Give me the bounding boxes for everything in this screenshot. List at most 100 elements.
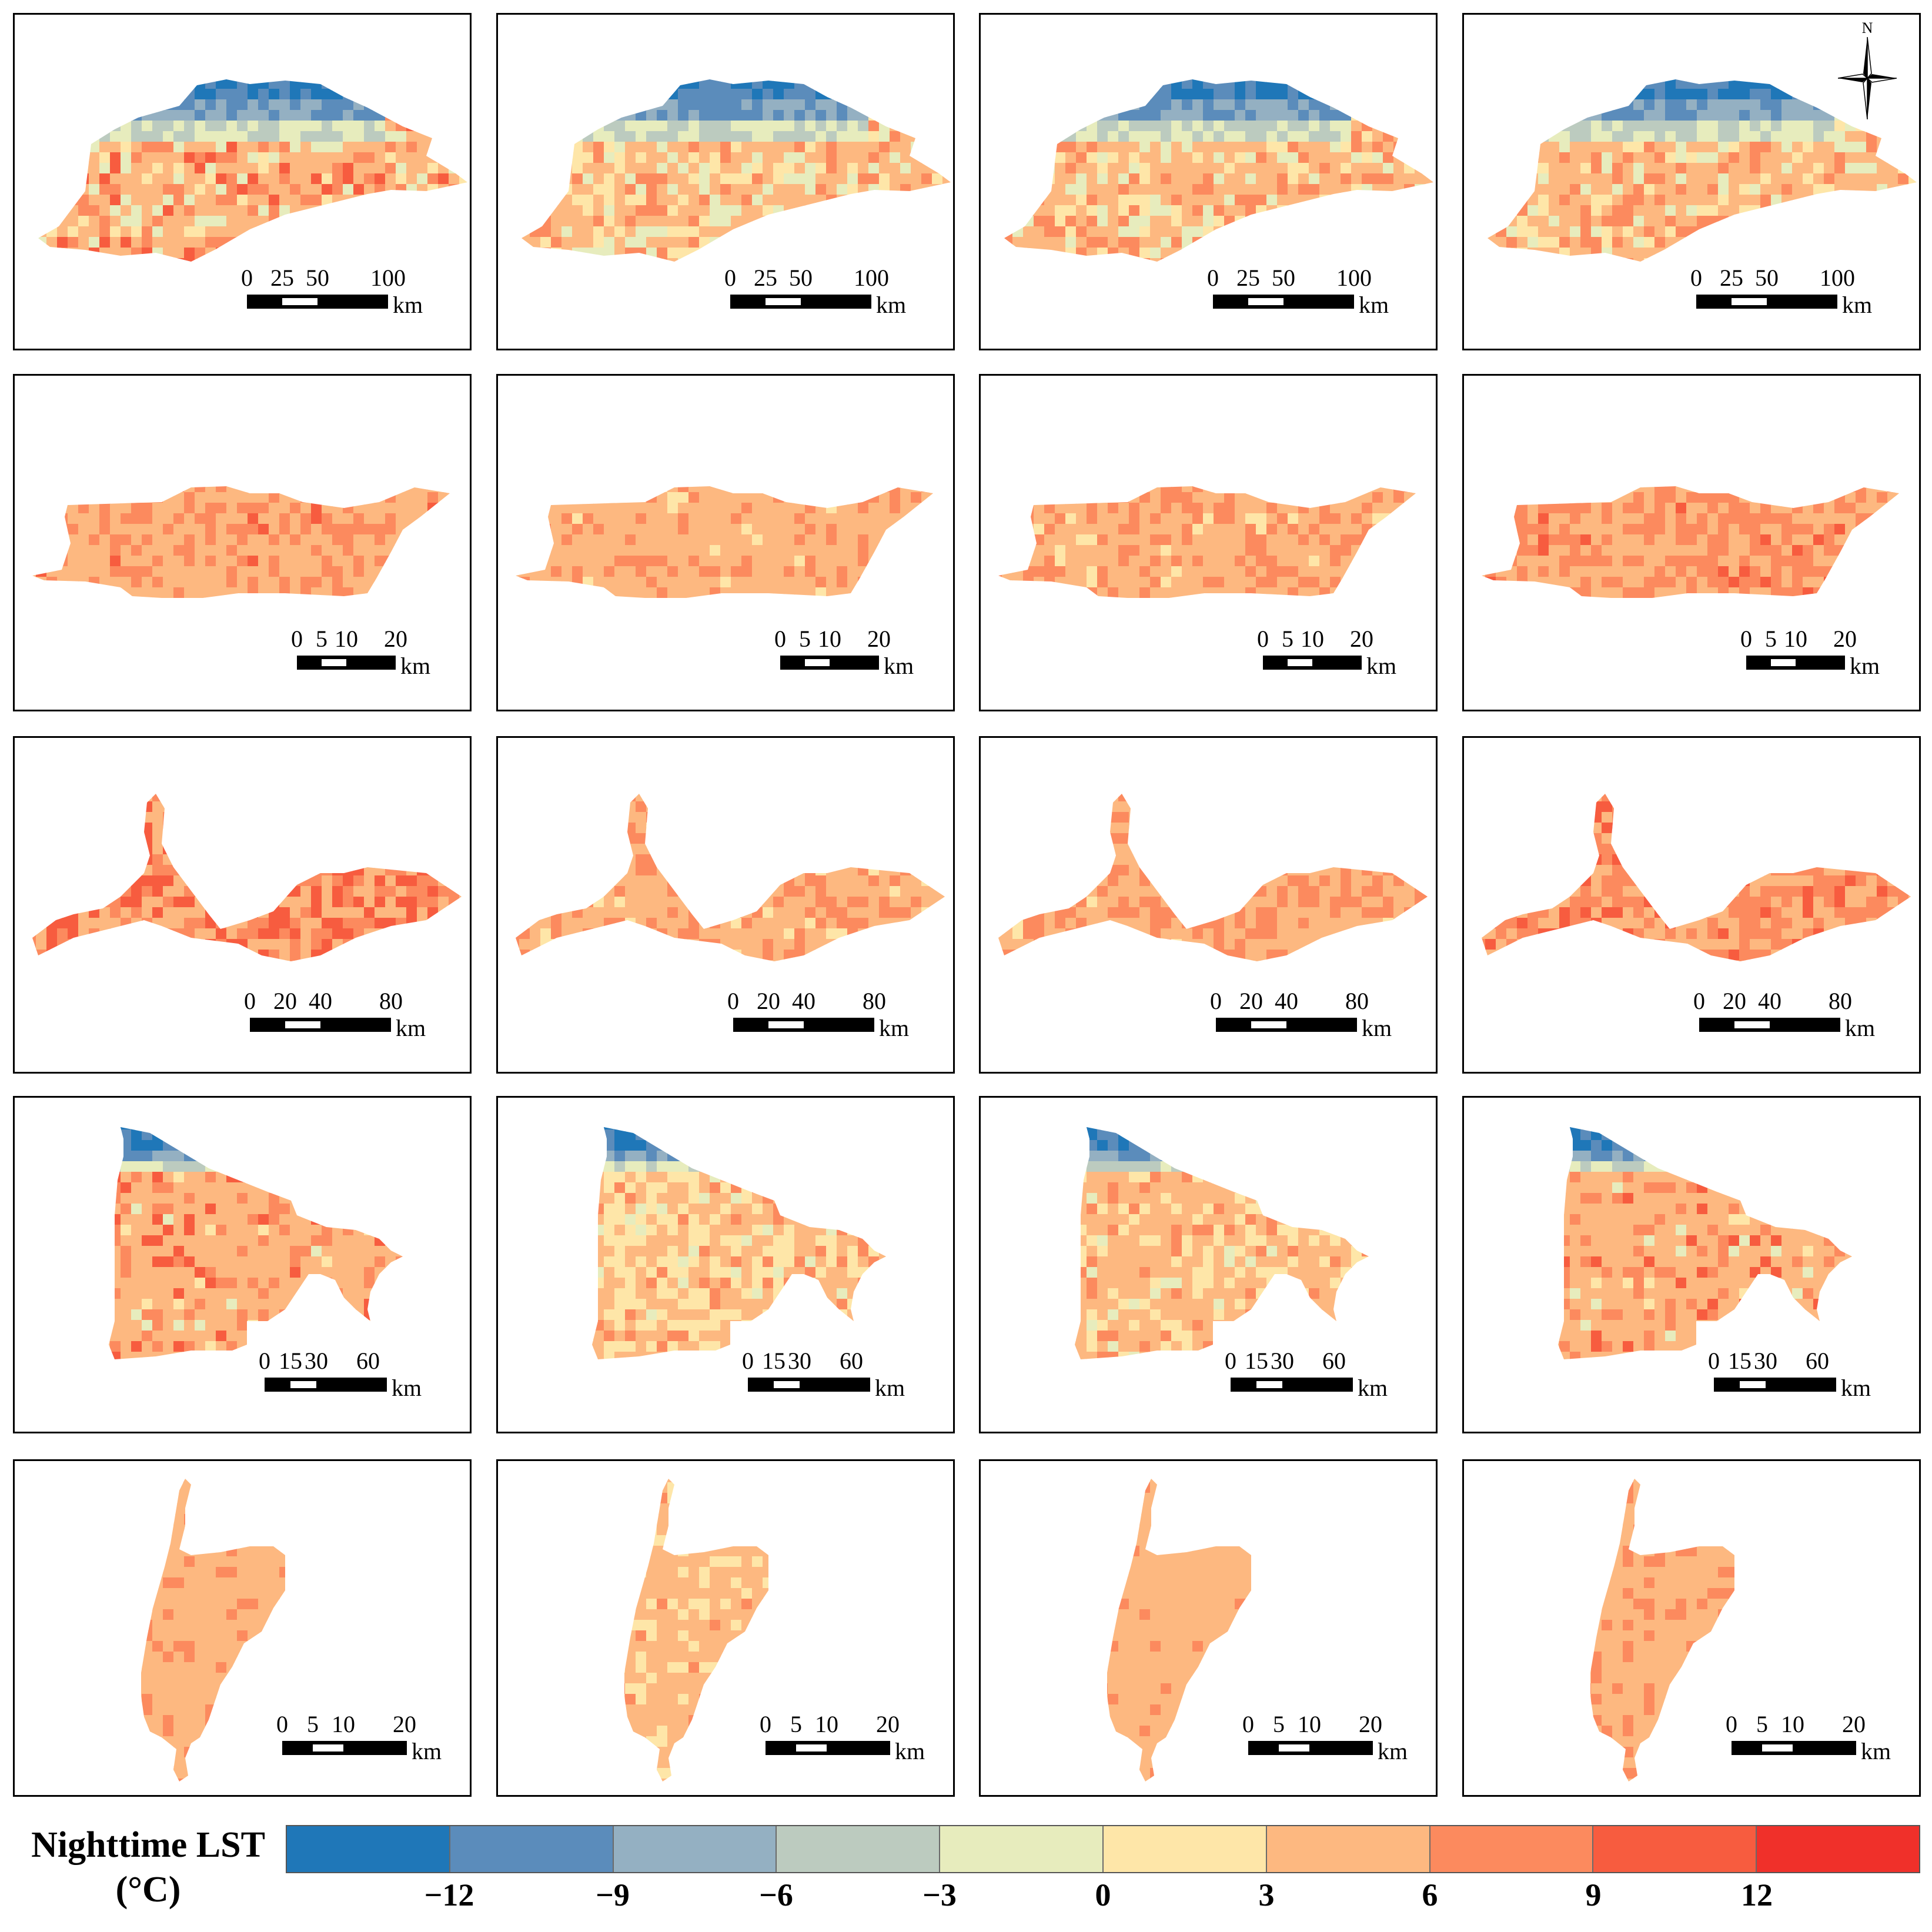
lst-cell <box>1729 184 1740 195</box>
lst-cell <box>879 110 890 121</box>
lst-cell <box>826 99 837 111</box>
lst-cell <box>46 311 58 322</box>
lst-cell <box>1760 131 1771 142</box>
lst-cell <box>1383 110 1394 121</box>
lst-cell <box>1362 237 1373 248</box>
lst-cell <box>142 300 153 312</box>
lst-cell <box>269 237 280 248</box>
lst-cell <box>932 110 943 121</box>
lst-cell <box>78 25 89 36</box>
lst-cell <box>1097 311 1108 322</box>
lst-cell <box>459 121 467 132</box>
lst-cell <box>121 248 132 259</box>
lst-cell <box>710 121 721 132</box>
lst-cell <box>509 110 520 121</box>
lst-cell <box>152 99 163 111</box>
lst-cell <box>1591 184 1602 195</box>
lst-cell <box>269 46 280 58</box>
lst-cell <box>710 300 721 312</box>
lst-cell <box>1266 25 1278 36</box>
lst-cell <box>1023 322 1034 333</box>
lst-cell <box>184 152 195 163</box>
lst-cell <box>1517 15 1528 26</box>
lst-cell <box>731 142 742 153</box>
lst-cell <box>1171 99 1182 111</box>
lst-cell <box>1527 46 1539 58</box>
lst-cell <box>1633 152 1644 163</box>
lst-cell <box>110 195 121 206</box>
lst-cell <box>1898 57 1909 68</box>
lst-cell <box>1351 343 1362 350</box>
lst-cell <box>1362 205 1373 216</box>
lst-cell <box>1393 131 1405 142</box>
lst-cell <box>991 121 1002 132</box>
lst-cell <box>1182 99 1193 111</box>
lst-cell <box>1415 121 1426 132</box>
lst-cell <box>646 15 657 26</box>
lst-cell <box>1245 248 1256 259</box>
lst-cell <box>1425 131 1433 142</box>
lst-cell <box>1351 46 1362 58</box>
lst-cell <box>1182 311 1193 322</box>
lst-cell <box>1002 25 1013 36</box>
lst-cell <box>15 343 26 350</box>
lst-cell <box>1044 68 1055 79</box>
lst-cell <box>1161 290 1172 301</box>
lst-cell <box>1055 237 1066 248</box>
lst-cell <box>1570 79 1581 89</box>
lst-cell <box>184 195 195 206</box>
lst-cell <box>1393 36 1405 47</box>
lst-cell <box>470 46 472 58</box>
lst-cell <box>509 248 520 259</box>
lst-cell <box>1781 173 1793 185</box>
lst-cell <box>1108 311 1119 322</box>
scale-tick-labels: 0 25 50 100 <box>724 264 889 291</box>
lst-cell <box>1654 110 1666 121</box>
lst-cell <box>1362 332 1373 343</box>
lst-cell <box>519 343 530 350</box>
lst-cell <box>1298 248 1309 259</box>
lst-cell <box>343 57 354 68</box>
lst-cell <box>25 25 36 36</box>
lst-cell <box>1654 68 1666 79</box>
lst-cell <box>688 195 700 206</box>
lst-cell <box>226 279 238 290</box>
lst-cell <box>427 184 439 195</box>
lst-cell <box>1203 79 1214 89</box>
lst-cell <box>805 173 816 185</box>
lst-cell <box>1055 46 1066 58</box>
lst-cell <box>1538 99 1549 111</box>
lst-cell <box>1182 57 1193 68</box>
lst-cell <box>741 184 753 195</box>
lst-cell <box>417 36 428 47</box>
lst-cell <box>1654 79 1666 89</box>
lst-cell <box>826 142 837 153</box>
lst-cell <box>1203 226 1214 238</box>
lst-cell <box>1266 46 1278 58</box>
lst-cell <box>1517 79 1528 89</box>
lst-cell <box>530 15 541 26</box>
lst-cell <box>300 152 312 163</box>
lst-cell <box>1034 57 1045 68</box>
lst-cell <box>773 131 784 142</box>
lst-cell <box>1527 68 1539 79</box>
lst-cell <box>604 226 615 238</box>
lst-cell <box>1351 226 1362 238</box>
lst-cell <box>1517 121 1528 132</box>
lst-cell <box>279 332 290 343</box>
lst-cell <box>1633 142 1644 153</box>
lst-cell <box>953 237 955 248</box>
lst-cell <box>1097 258 1108 262</box>
lst-cell <box>110 300 121 312</box>
lst-cell <box>921 195 932 206</box>
lst-cell <box>1129 195 1140 206</box>
lst-cell <box>1527 36 1539 47</box>
lst-cell <box>953 57 955 68</box>
lst-cell <box>36 290 47 301</box>
lst-cell <box>1404 226 1415 238</box>
lst-cell <box>279 46 290 58</box>
lst-cell <box>57 46 68 58</box>
lst-cell <box>942 46 954 58</box>
lst-cell <box>530 332 541 343</box>
lst-cell <box>406 184 417 195</box>
